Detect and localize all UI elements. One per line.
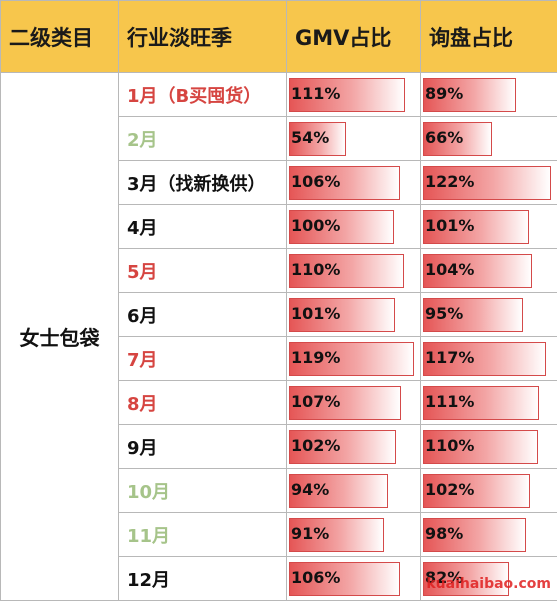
inquiry-share-cell: 101% (421, 205, 557, 249)
gmv-value-label: 119% (291, 348, 340, 367)
gmv-value-label: 107% (291, 392, 340, 411)
inquiry-value-label: 66% (425, 128, 463, 147)
header-inquiry-share: 询盘占比 (421, 1, 557, 73)
month-cell: 9月 (119, 425, 287, 469)
inquiry-share-cell: 104% (421, 249, 557, 293)
gmv-share-cell: 94% (287, 469, 421, 513)
header-gmv-share: GMV占比 (287, 1, 421, 73)
inquiry-share-cell: 122% (421, 161, 557, 205)
inquiry-value-label: 104% (425, 260, 474, 279)
inquiry-value-label: 89% (425, 84, 463, 103)
gmv-share-cell: 111% (287, 73, 421, 117)
gmv-share-cell: 107% (287, 381, 421, 425)
month-cell: 4月 (119, 205, 287, 249)
month-cell: 2月 (119, 117, 287, 161)
gmv-value-label: 102% (291, 436, 340, 455)
inquiry-value-label: 102% (425, 480, 474, 499)
month-cell: 11月 (119, 513, 287, 557)
gmv-value-label: 94% (291, 480, 329, 499)
inquiry-share-cell: 117% (421, 337, 557, 381)
inquiry-share-cell: 110% (421, 425, 557, 469)
watermark: kuaihaibao.com (426, 576, 551, 592)
inquiry-share-cell: 66% (421, 117, 557, 161)
inquiry-share-cell: 98% (421, 513, 557, 557)
gmv-value-label: 110% (291, 260, 340, 279)
gmv-share-cell: 100% (287, 205, 421, 249)
gmv-value-label: 101% (291, 304, 340, 323)
month-cell: 10月 (119, 469, 287, 513)
gmv-value-label: 111% (291, 84, 340, 103)
inquiry-value-label: 101% (425, 216, 474, 235)
inquiry-value-label: 122% (425, 172, 474, 191)
gmv-value-label: 100% (291, 216, 340, 235)
gmv-share-cell: 106% (287, 161, 421, 205)
gmv-share-cell: 119% (287, 337, 421, 381)
inquiry-value-label: 98% (425, 524, 463, 543)
category-cell: 女士包袋 (1, 73, 119, 601)
gmv-value-label: 106% (291, 568, 340, 587)
inquiry-share-cell: 95% (421, 293, 557, 337)
month-cell: 3月（找新换供） (119, 161, 287, 205)
gmv-share-cell: 110% (287, 249, 421, 293)
inquiry-value-label: 110% (425, 436, 474, 455)
inquiry-value-label: 111% (425, 392, 474, 411)
gmv-value-label: 54% (291, 128, 329, 147)
month-cell: 8月 (119, 381, 287, 425)
gmv-share-cell: 54% (287, 117, 421, 161)
header-season: 行业淡旺季 (119, 1, 287, 73)
inquiry-share-cell: 111% (421, 381, 557, 425)
gmv-share-cell: 102% (287, 425, 421, 469)
inquiry-share-cell: 89% (421, 73, 557, 117)
month-cell: 6月 (119, 293, 287, 337)
month-cell: 1月（B买囤货） (119, 73, 287, 117)
inquiry-value-label: 95% (425, 304, 463, 323)
inquiry-share-cell: 102% (421, 469, 557, 513)
month-cell: 12月 (119, 557, 287, 601)
gmv-share-cell: 101% (287, 293, 421, 337)
month-cell: 5月 (119, 249, 287, 293)
header-category: 二级类目 (1, 1, 119, 73)
inquiry-value-label: 117% (425, 348, 474, 367)
gmv-share-cell: 106% (287, 557, 421, 601)
header-row: 二级类目 行业淡旺季 GMV占比 询盘占比 (1, 1, 557, 73)
gmv-share-cell: 91% (287, 513, 421, 557)
month-cell: 7月 (119, 337, 287, 381)
gmv-value-label: 106% (291, 172, 340, 191)
gmv-value-label: 91% (291, 524, 329, 543)
